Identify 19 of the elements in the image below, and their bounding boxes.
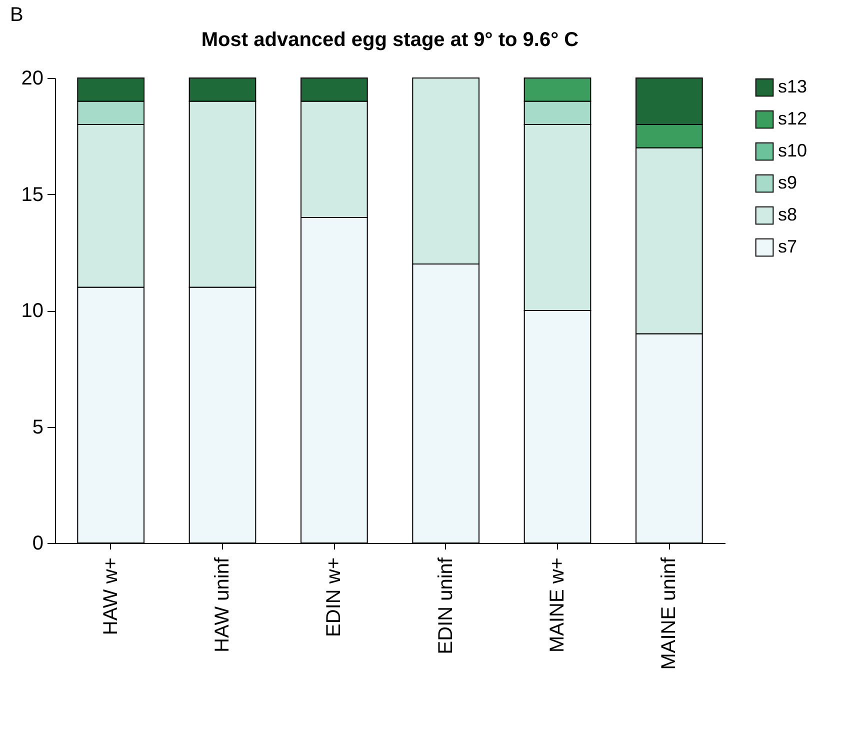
x-tick-label: HAW uninf <box>212 557 234 652</box>
legend-label: s7 <box>778 236 798 256</box>
x-tick-label: MAINE w+ <box>546 558 568 653</box>
legend-label: s9 <box>778 172 798 192</box>
legend-label: s10 <box>778 140 808 160</box>
x-tick-label: EDIN uninf <box>434 557 457 654</box>
y-tick-label: 10 <box>21 300 44 322</box>
chart-title: Most advanced egg stage at 9° to 9.6° C <box>201 29 579 51</box>
y-tick-label: 15 <box>21 184 44 206</box>
x-tick-label: HAW w+ <box>100 558 122 636</box>
y-tick-label: 5 <box>32 416 44 438</box>
x-tick-label: MAINE uninf <box>658 557 680 670</box>
legend-label: s12 <box>778 108 808 128</box>
legend-label: s13 <box>778 76 808 96</box>
x-tick-label: EDIN w+ <box>323 558 346 637</box>
y-tick-label: 0 <box>32 532 44 554</box>
legend-label: s8 <box>778 204 798 224</box>
y-tick-label: 20 <box>21 68 44 90</box>
text: B <box>10 4 24 27</box>
